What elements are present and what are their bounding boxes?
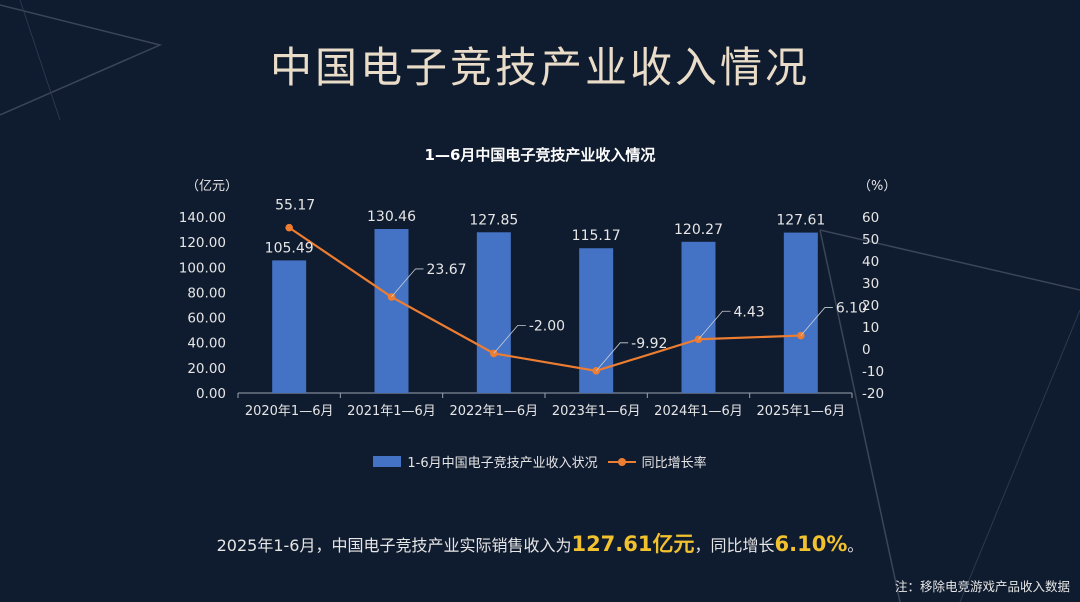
x-tick-label: 2023年1—6月 (552, 404, 641, 419)
growth-value-label: 6.10 (836, 301, 867, 317)
y-tick-left: 140.00 (179, 210, 226, 226)
growth-value-label: 23.67 (427, 262, 467, 278)
label-leader-line (493, 324, 526, 354)
legend-bar-swatch (373, 456, 402, 467)
y-tick-left: 20.00 (187, 361, 226, 377)
legend-item-revenue: 1-6月中国电子竞技产业收入状况 (373, 452, 598, 471)
bar-value-label: 127.85 (469, 212, 518, 228)
bar (783, 232, 818, 393)
y-tick-right: -20 (862, 386, 884, 402)
y-tick-left: 60.00 (187, 311, 226, 327)
y-tick-right: 0 (862, 342, 871, 358)
y-tick-left: 100.00 (179, 260, 226, 276)
x-tick-label: 2022年1—6月 (450, 404, 539, 419)
y-axis-right-unit: （%） (858, 179, 896, 194)
y-tick-right: 40 (862, 254, 879, 270)
legend-label-revenue: 1-6月中国电子竞技产业收入状况 (407, 456, 598, 471)
bar-value-label: 130.46 (367, 209, 416, 225)
legend-item-growth: 同比增长率 (607, 452, 707, 471)
growth-value-label: -9.92 (631, 336, 667, 352)
y-tick-right: 50 (862, 232, 879, 248)
legend-label-growth: 同比增长率 (641, 456, 707, 471)
bar (681, 241, 716, 393)
x-tick-label: 2025年1—6月 (757, 404, 846, 419)
bar-value-label: 115.17 (572, 228, 621, 244)
label-leader-line (698, 310, 731, 340)
y-tick-right: 60 (862, 210, 879, 226)
y-tick-left: 80.00 (187, 285, 226, 301)
chart-title: 1—6月中国电子竞技产业收入情况 (424, 146, 656, 164)
summary-prefix: 2025年1-6月，中国电子竞技产业实际销售收入为 (216, 536, 572, 555)
y-axis-left-unit: （亿元） (186, 179, 238, 194)
bar (374, 228, 409, 393)
chart-legend: 1-6月中国电子竞技产业收入状况 同比增长率 (0, 452, 1080, 471)
bar-value-label: 120.27 (674, 222, 723, 238)
label-leader-line (595, 342, 629, 372)
summary-suffix: 。 (847, 536, 864, 555)
growth-value-label: 4.43 (734, 304, 765, 320)
bar (476, 232, 511, 393)
y-tick-right: 30 (862, 276, 879, 292)
y-tick-left: 120.00 (179, 235, 226, 251)
summary-growth: 6.10% (774, 532, 848, 556)
growth-value-label: 55.17 (275, 198, 315, 214)
y-tick-right: 20 (862, 298, 879, 314)
y-tick-left: 0.00 (196, 386, 226, 402)
label-leader-line (800, 307, 833, 336)
page-title: 中国电子竞技产业收入情况 (269, 43, 810, 92)
y-tick-right: -10 (862, 364, 884, 380)
footnote: 注：移除电竞游戏产品收入数据 (894, 579, 1070, 594)
bar (272, 260, 307, 393)
x-tick-label: 2021年1—6月 (347, 404, 436, 419)
summary-text: 2025年1-6月，中国电子竞技产业实际销售收入为127.61亿元，同比增长6.… (0, 528, 1080, 558)
label-leader-line (391, 268, 424, 298)
y-tick-right: 10 (862, 320, 879, 336)
line-point (285, 223, 293, 232)
growth-line (288, 226, 801, 372)
legend-line-swatch (607, 456, 636, 467)
bar-value-label: 127.61 (776, 213, 825, 229)
growth-value-label: -2.00 (529, 318, 565, 334)
x-tick-label: 2020年1—6月 (245, 404, 334, 419)
x-tick-label: 2024年1—6月 (654, 404, 743, 419)
summary-middle: ，同比增长 (694, 536, 775, 555)
summary-revenue: 127.61亿元 (571, 532, 695, 556)
bar-value-label: 105.49 (265, 240, 314, 256)
y-tick-left: 40.00 (187, 336, 226, 352)
